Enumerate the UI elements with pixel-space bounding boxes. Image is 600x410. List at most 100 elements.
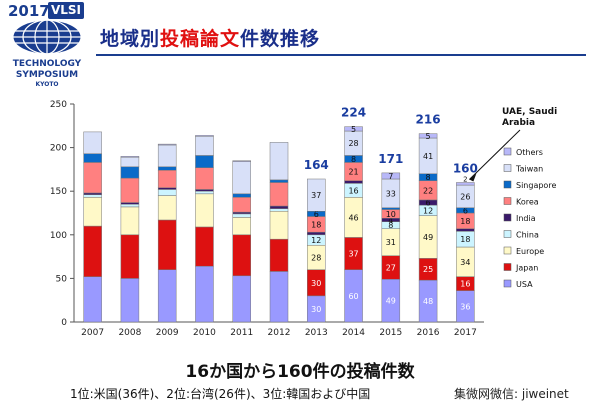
bar-segment (120, 234, 140, 279)
annotation-line-1: UAE, Saudi (502, 107, 557, 117)
y-tick-label: 150 (50, 187, 67, 197)
bar-segment (157, 170, 177, 188)
bar-segment (195, 167, 214, 190)
data-label: 18 (311, 220, 321, 229)
x-tick-label: 2008 (118, 328, 141, 338)
data-label: 6 (463, 206, 468, 215)
legend-swatch (503, 230, 512, 238)
page-title: 地域別投稿論文件数推移 (100, 24, 320, 51)
data-label: 30 (311, 305, 321, 314)
data-label: 30 (311, 279, 321, 288)
data-label: 28 (311, 253, 321, 262)
bar-segment (232, 275, 251, 323)
x-tick-label: 2012 (268, 328, 291, 338)
annotation-arrowhead (469, 173, 477, 182)
bar-segment (195, 265, 214, 323)
data-label: 41 (423, 152, 433, 161)
bar-segment (232, 234, 251, 277)
data-label: 12 (311, 236, 321, 245)
legend-label: India (516, 214, 536, 223)
bar-segment (195, 189, 214, 192)
legend-swatch (503, 279, 512, 288)
bar-segment (232, 217, 251, 236)
bar-segment (344, 126, 363, 132)
data-label: 4 (388, 216, 393, 225)
bar-segment (120, 166, 140, 179)
bar-segment (307, 178, 326, 212)
bar-segment (269, 205, 289, 209)
legend-label: Europe (516, 247, 544, 256)
bar-segment (195, 226, 214, 267)
bar-segment (269, 208, 289, 212)
title-highlight: 投稿論文 (160, 28, 241, 50)
legend-label: Taiwan (515, 165, 543, 174)
legend-swatch (503, 180, 512, 189)
data-label: 36 (460, 302, 470, 311)
data-label: 8 (388, 221, 393, 230)
x-tick-label: 2014 (342, 328, 365, 338)
bar-segment (195, 155, 214, 168)
data-label: 48 (423, 297, 433, 306)
globe-icon (12, 19, 82, 55)
bar-segment (120, 156, 140, 168)
logo-badge: VLSI (48, 2, 84, 19)
bar-segment (232, 161, 251, 195)
data-label: 2 (463, 175, 467, 183)
bar-segment (195, 135, 214, 137)
data-label: 6 (314, 210, 319, 219)
bar-segment (120, 177, 140, 203)
bar-segment (157, 143, 177, 146)
legend-swatch (503, 246, 512, 255)
x-tick-label: 2013 (305, 328, 328, 338)
data-label: 37 (311, 191, 321, 200)
bar-segment (232, 197, 251, 213)
bar-segment (83, 197, 102, 227)
bar-segment (83, 194, 102, 198)
bar-segment (232, 193, 251, 198)
logo-year: 2017 (8, 2, 50, 20)
bar-segment (269, 211, 289, 240)
bar-segment (157, 189, 177, 196)
legend-label: China (516, 231, 539, 240)
data-label: 16 (348, 186, 358, 195)
total-label: 224 (341, 106, 366, 120)
data-label: 31 (386, 238, 396, 247)
legend-label: Singapore (516, 181, 556, 190)
legend-label: USA (516, 280, 533, 289)
bar-segment (195, 190, 214, 195)
data-label: 26 (460, 192, 470, 201)
logo-line-symposium: SYMPOSIUM (15, 70, 79, 80)
data-label: 28 (348, 139, 358, 148)
legend-swatch (503, 197, 512, 205)
data-label: 7 (388, 172, 393, 181)
bar-segment (269, 179, 289, 183)
ranking-text: 1位:米国(36件)、2位:台湾(26件)、3位:韓国および中国 (70, 387, 371, 401)
y-tick-label: 0 (61, 318, 67, 328)
title-post: 件数推移 (240, 28, 321, 50)
bar-segment (157, 269, 177, 323)
data-label: 27 (386, 264, 396, 273)
x-tick-label: 2007 (81, 328, 104, 338)
data-label: 16 (460, 280, 470, 289)
bar-segment (269, 271, 289, 323)
total-label: 164 (304, 158, 329, 172)
data-label: 22 (423, 186, 433, 195)
bar-segment (157, 187, 177, 190)
y-tick-label: 50 (56, 274, 68, 284)
legend-label: Japan (515, 264, 538, 273)
data-label: 46 (348, 213, 358, 222)
bar-segment (120, 204, 140, 208)
data-label: 5 (351, 125, 356, 134)
annotation-line-2: Arabia (502, 118, 535, 128)
legend-label: Korea (516, 198, 539, 207)
bar-segment (120, 202, 140, 205)
bar-segment (195, 193, 214, 228)
data-label: 6 (426, 199, 431, 208)
bar-segment (418, 133, 438, 139)
data-label: 8 (351, 155, 356, 164)
bar-segment (157, 144, 177, 168)
bar-segment (269, 238, 289, 272)
bar-segment (83, 153, 102, 163)
bar-segment (232, 211, 251, 215)
data-label: 18 (460, 235, 470, 244)
